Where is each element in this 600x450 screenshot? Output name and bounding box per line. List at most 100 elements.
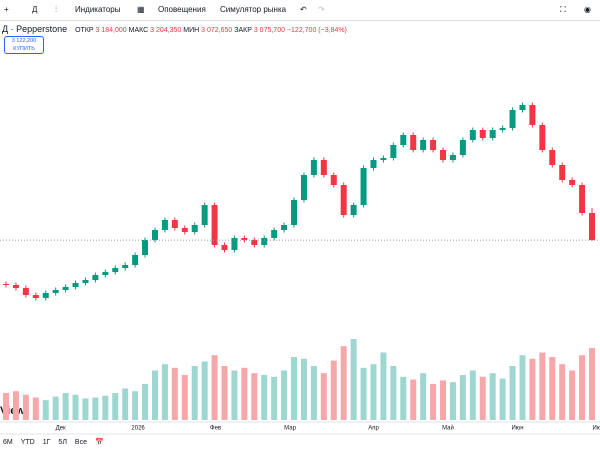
candle-body (420, 140, 427, 150)
toolbar: + Д ⫶ Индикаторы ▦ Оповещения Симулятор … (0, 0, 600, 21)
candle-body (489, 130, 496, 138)
volume-bar (370, 364, 377, 420)
candle-body (390, 145, 397, 158)
candle-body (211, 205, 218, 245)
volume-bar (102, 395, 109, 420)
volume-bar (151, 370, 158, 420)
candle-body (161, 220, 168, 230)
redo[interactable]: ↷ (318, 5, 325, 14)
candle-body (469, 130, 476, 140)
close: 3 075,700 (253, 27, 285, 34)
volume-bar (32, 397, 39, 420)
volume-bar (400, 376, 407, 420)
volume-bar (42, 400, 49, 420)
add-symbol[interactable]: + (4, 5, 9, 14)
alerts[interactable]: Оповещения (158, 5, 206, 14)
candle-body (171, 220, 178, 228)
candle-body (271, 230, 278, 238)
indicators[interactable]: Индикаторы (75, 5, 121, 14)
range-button[interactable]: 1Г (42, 439, 51, 446)
candle-body (72, 283, 79, 287)
volume-bar (251, 373, 258, 420)
candle-body (142, 240, 149, 255)
candle-body (479, 130, 486, 138)
change: −122,700 (−3,84%) (286, 27, 347, 34)
candle-body (360, 168, 367, 205)
volume-bar (330, 360, 337, 420)
candle-body (191, 225, 198, 232)
range-button[interactable]: 6М (3, 439, 13, 446)
candle-body (509, 110, 516, 128)
volume-bar (291, 357, 298, 420)
low: 3 072,650 (201, 27, 233, 34)
simulator[interactable]: Симулятор рынка (220, 5, 287, 14)
candle-body (539, 125, 546, 150)
low-label: МИН (183, 27, 200, 34)
high-label: МАКС (128, 27, 149, 34)
legend: Д · Pepperstone ОТКР 3 184,000 МАКС 3 20… (2, 24, 347, 34)
undo[interactable]: ↶ (300, 5, 307, 14)
close-label: ЗАКР (234, 27, 252, 34)
x-tick-label: Июн (511, 426, 523, 432)
candle-body (102, 272, 109, 275)
candle-body (350, 205, 357, 215)
volume-bar (449, 382, 456, 420)
candle-body (291, 200, 298, 225)
volume-bar (261, 375, 268, 420)
chart-style[interactable]: ⫶ (55, 5, 57, 14)
volume-bar (92, 397, 99, 420)
open-label: ОТКР (75, 27, 94, 34)
interval[interactable]: Д (32, 5, 38, 14)
volume-bar (360, 367, 367, 420)
volume-bar (539, 352, 546, 420)
range-button[interactable]: 5Л (58, 439, 67, 446)
candle-body (151, 230, 158, 240)
volume-bar (509, 366, 516, 420)
candle-body (459, 140, 466, 155)
x-tick-label: Апр (368, 426, 379, 432)
volume-bar (310, 366, 317, 420)
range-button[interactable]: YTD (20, 439, 35, 446)
candle-body (261, 238, 268, 245)
date-range-button[interactable]: 📅 (94, 439, 104, 446)
candle-body (320, 160, 327, 175)
range-button[interactable]: Все (74, 439, 87, 446)
candle-body (181, 228, 188, 232)
volume-bar (52, 396, 59, 420)
snapshot[interactable]: ◉ (584, 5, 591, 14)
buy-price: 3 122,200 (11, 38, 37, 44)
volume-bar (489, 373, 496, 420)
candle-body (569, 180, 576, 185)
candle-body (380, 158, 387, 160)
volume-bar (579, 355, 586, 420)
candle-body (12, 285, 19, 288)
candle-body (449, 155, 456, 160)
volume-bar (430, 384, 437, 420)
candle-body (62, 287, 69, 290)
volume-bar (499, 378, 506, 420)
candle-body (519, 105, 526, 110)
volume-bar (181, 375, 188, 420)
candle-body (499, 128, 506, 130)
buy-button[interactable]: 3 122,200 КУПИТЬ (4, 36, 44, 54)
candle-body (132, 255, 139, 265)
candle-body (122, 265, 129, 268)
candle-body (201, 205, 208, 225)
volume-bar (390, 366, 397, 420)
candle-body (32, 295, 39, 298)
layouts[interactable]: ▦ (137, 5, 145, 14)
volume-bar (589, 348, 595, 420)
x-tick-label: Мар (284, 426, 296, 432)
volume-bar (22, 394, 29, 420)
candle-body (3, 284, 9, 285)
volume-bar (469, 370, 476, 420)
volume-bar (479, 376, 486, 420)
candle-body (251, 240, 258, 245)
volume-bar (142, 384, 149, 420)
candle-body (221, 245, 228, 250)
fullscreen[interactable]: ⛶ (560, 5, 566, 14)
volume-bar (211, 355, 218, 420)
volume-bar (191, 366, 198, 420)
